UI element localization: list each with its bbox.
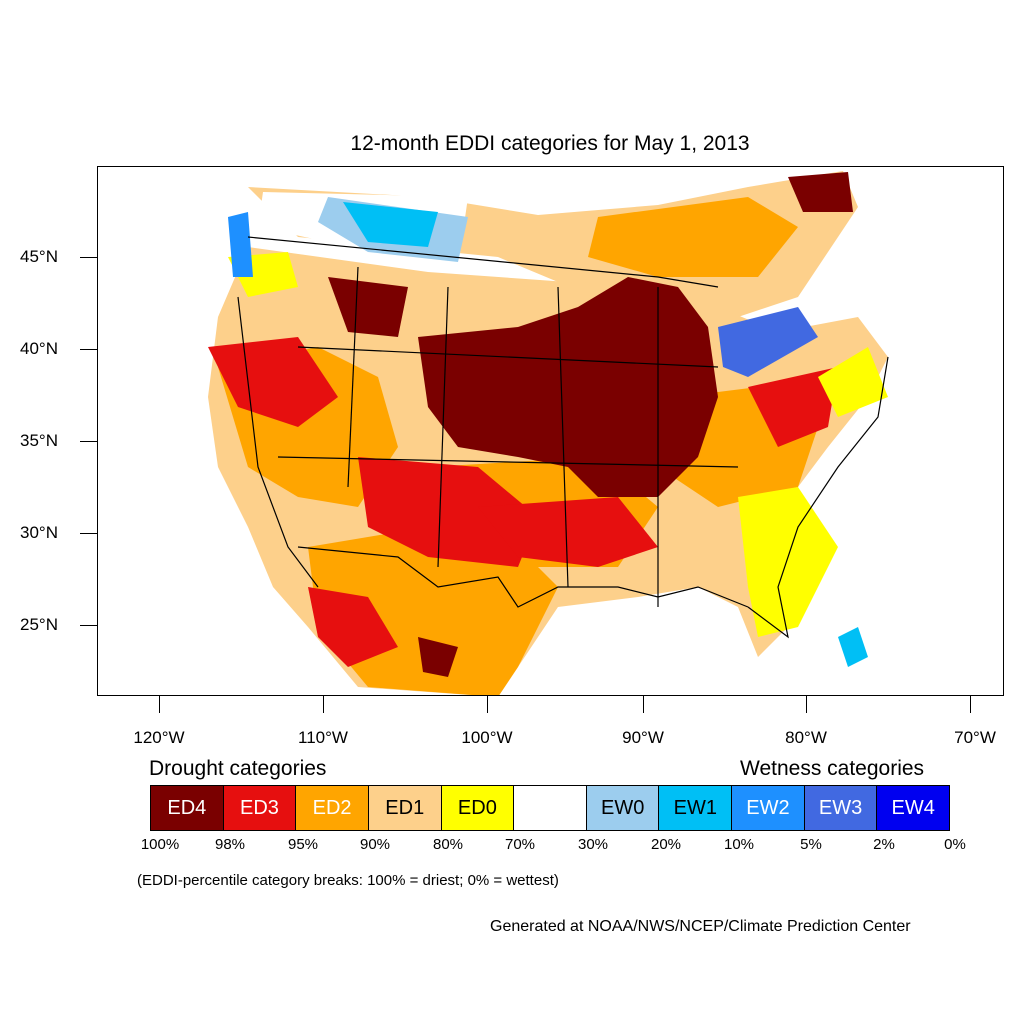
credit-line: Generated at NOAA/NWS/NCEP/Climate Predi… (490, 918, 911, 935)
break-label: 70% (504, 836, 536, 853)
lon-tick (323, 696, 324, 713)
break-label: 90% (359, 836, 391, 853)
legend-swatch-ew4: EW4 (877, 786, 950, 830)
legend-swatch-ed3: ED3 (223, 786, 297, 830)
legend-swatch-ed2: ED2 (296, 786, 369, 830)
lat-label-30: 30°N (20, 523, 58, 542)
legend-swatch-normal (514, 786, 587, 830)
lon-label-110w: 110°W (298, 728, 348, 747)
category-legend-bar: ED4 ED3 ED2 ED1 ED0 EW0 EW1 EW2 EW3 EW4 (150, 785, 950, 831)
map-panel (97, 166, 1004, 696)
southeast-ed0-region (738, 487, 838, 637)
lon-tick (970, 696, 971, 713)
northwest-ew1-region (343, 202, 438, 247)
us-eddi-map (208, 171, 889, 695)
quebec-ed4-region (788, 172, 853, 212)
lon-label-100w: 100°W (461, 728, 513, 747)
state-line-2 (437, 286, 449, 568)
lon-label-70w: 70°W (954, 728, 996, 747)
east-coast (747, 356, 889, 639)
lon-tick (487, 696, 488, 713)
pacific-nw-ew2-region (228, 212, 253, 277)
drought-categories-title: Drought categories (149, 757, 327, 780)
break-label: 100% (140, 836, 180, 853)
break-label: 0% (944, 836, 966, 853)
legend-swatch-ew1: EW1 (659, 786, 733, 830)
boundary-lines (237, 236, 889, 639)
lon-label-90w: 90°W (622, 728, 664, 747)
lon-tick (159, 696, 160, 713)
legend-swatch-ed1: ED1 (368, 786, 442, 830)
mexico-ed4-region (418, 637, 458, 677)
us-canada-border (247, 236, 719, 288)
break-label: 80% (432, 836, 464, 853)
mexico-ed3-region (308, 587, 398, 667)
lon-label-120w: 120°W (133, 728, 185, 747)
canada-ed2-region (588, 197, 798, 277)
state-line-1 (347, 266, 359, 488)
legend-swatch-ew2: EW2 (732, 786, 805, 830)
great-lakes-ew3-region (718, 307, 818, 377)
caribbean-ew1-region (838, 627, 868, 667)
lat-label-25: 25°N (20, 615, 58, 634)
east-ed3-region (748, 367, 838, 447)
break-label: 10% (723, 836, 755, 853)
state-line-5 (297, 346, 719, 368)
lon-label-80w: 80°W (785, 728, 827, 747)
break-label: 95% (287, 836, 319, 853)
west-coast (237, 296, 319, 588)
lat-tick (80, 349, 97, 350)
lon-tick (643, 696, 644, 713)
break-label: 30% (577, 836, 609, 853)
legend-swatch-ew0: EW0 (586, 786, 660, 830)
lat-tick (80, 441, 97, 442)
state-line-3 (557, 286, 569, 588)
lat-tick (80, 257, 97, 258)
west-ed3-region (208, 337, 338, 427)
break-label: 20% (650, 836, 682, 853)
break-label: 98% (214, 836, 246, 853)
us-mexico-gulf-line (297, 546, 749, 608)
break-label: 5% (800, 836, 822, 853)
legend-swatch-ew3: EW3 (804, 786, 878, 830)
category-breaks-note: (EDDI-percentile category breaks: 100% =… (137, 872, 559, 889)
legend-swatch-ed0: ED0 (441, 786, 515, 830)
montana-ed4-region (328, 277, 408, 337)
lat-label-35: 35°N (20, 431, 58, 450)
break-label: 2% (873, 836, 895, 853)
lat-label-40: 40°N (20, 339, 58, 358)
southwest-ed3-region (358, 457, 538, 567)
wetness-categories-title: Wetness categories (740, 757, 925, 780)
northeast-ed0-region (818, 347, 888, 417)
lat-label-45: 45°N (20, 247, 58, 266)
lat-tick (80, 533, 97, 534)
legend-swatch-ed4: ED4 (151, 786, 224, 830)
midwest-ed4-region (418, 277, 718, 497)
lon-tick (806, 696, 807, 713)
south-plains-ed3-region (478, 497, 658, 567)
map-title: 12-month EDDI categories for May 1, 2013 (350, 132, 750, 155)
state-line-6 (277, 456, 739, 468)
lat-tick (80, 625, 97, 626)
